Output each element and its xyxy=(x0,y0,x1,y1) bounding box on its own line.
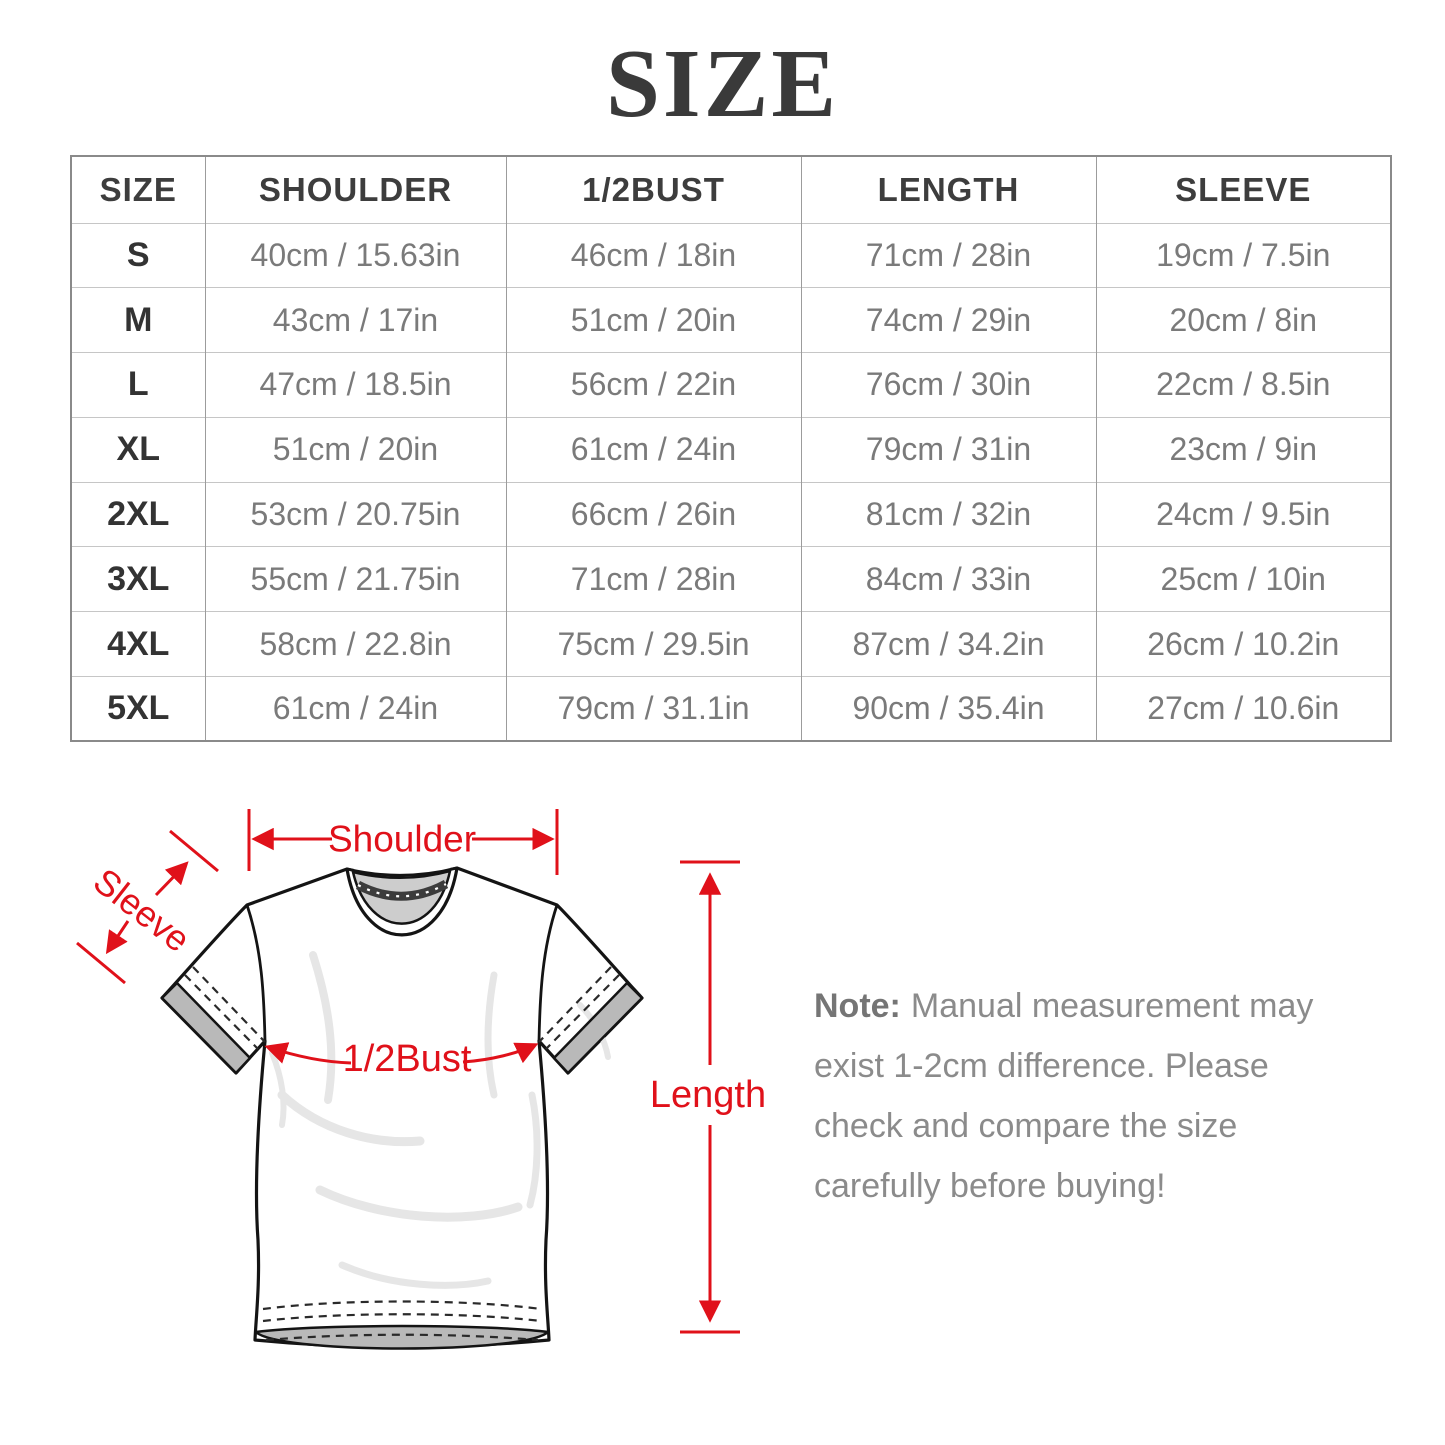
shoulder-annotation: Shoulder xyxy=(247,809,559,875)
shoulder-cell: 55cm / 21.75in xyxy=(204,546,506,612)
table-row: S 40cm / 15.63in 46cm / 18in 71cm / 28in… xyxy=(70,222,1391,288)
note-text: Manual measurement may xyxy=(910,987,1314,1025)
bust-annotation: 1/2Bust xyxy=(264,1038,539,1080)
row-size-label: 4XL xyxy=(70,611,205,677)
table-row: XL 51cm / 20in 61cm / 24in 79cm / 31in 2… xyxy=(70,416,1391,483)
hem-band xyxy=(254,1324,550,1350)
tshirt-measurement-diagram: Shoulder Sleeve 1/2Bust Length xyxy=(76,809,766,1350)
shoulder-cell: 58cm / 22.8in xyxy=(204,611,506,677)
shoulder-label: Shoulder xyxy=(328,819,476,860)
shoulder-cell: 61cm / 24in xyxy=(204,676,506,742)
table-row: 4XL 58cm / 22.8in 75cm / 29.5in 87cm / 3… xyxy=(70,611,1391,677)
bust-cell: 79cm / 31.1in xyxy=(505,676,801,742)
note-line: Note: Manual measurement may xyxy=(814,976,1324,1036)
right-armhole-seam xyxy=(537,904,559,1042)
bust-label: 1/2Bust xyxy=(343,1038,472,1080)
row-size-label: L xyxy=(70,352,205,418)
length-cell: 74cm / 29in xyxy=(800,287,1096,353)
bust-cell: 71cm / 28in xyxy=(505,546,801,612)
bust-cell: 61cm / 24in xyxy=(505,416,801,483)
length-cell: 71cm / 28in xyxy=(800,222,1096,288)
left-cuff xyxy=(160,981,252,1075)
length-cell: 76cm / 30in xyxy=(800,352,1096,418)
length-cell: 81cm / 32in xyxy=(800,481,1096,547)
header-shoulder: SHOULDER xyxy=(204,155,506,223)
right-cuff xyxy=(552,981,644,1075)
row-size-label: M xyxy=(70,287,205,353)
table-row: M 43cm / 17in 51cm / 20in 74cm / 29in 20… xyxy=(70,287,1391,353)
bust-cell: 46cm / 18in xyxy=(505,222,801,288)
row-size-label: 2XL xyxy=(70,481,205,547)
header-bust: 1/2BUST xyxy=(505,155,801,223)
sleeve-cell: 22cm / 8.5in xyxy=(1095,352,1391,418)
row-size-label: 3XL xyxy=(70,546,205,612)
sleeve-cell: 23cm / 9in xyxy=(1095,416,1391,483)
length-label: Length xyxy=(650,1074,766,1116)
note-prefix: Note: xyxy=(814,987,901,1025)
table-header-row: SIZE SHOULDER 1/2BUST LENGTH SLEEVE xyxy=(70,155,1391,223)
row-size-label: 5XL xyxy=(70,676,205,742)
sleeve-cell: 19cm / 7.5in xyxy=(1095,222,1391,288)
shoulder-cell: 53cm / 20.75in xyxy=(204,481,506,547)
table-row: 5XL 61cm / 24in 79cm / 31.1in 90cm / 35.… xyxy=(70,676,1391,742)
shoulder-cell: 40cm / 15.63in xyxy=(204,222,506,288)
left-armhole-seam xyxy=(245,904,267,1042)
shoulder-cell: 51cm / 20in xyxy=(204,416,506,483)
sleeve-label: Sleeve xyxy=(86,860,198,960)
sleeve-cell: 24cm / 9.5in xyxy=(1095,481,1391,547)
length-cell: 87cm / 34.2in xyxy=(800,611,1096,677)
length-annotation: Length xyxy=(650,860,766,1334)
table-row: 2XL 53cm / 20.75in 66cm / 26in 81cm / 32… xyxy=(70,481,1391,547)
shoulder-cell: 43cm / 17in xyxy=(204,287,506,353)
tshirt-body-outline xyxy=(160,866,644,1349)
note-line: exist 1-2cm difference. Please xyxy=(814,1047,1269,1085)
sleeve-cell: 25cm / 10in xyxy=(1095,546,1391,612)
note-line: check and compare the size xyxy=(814,1107,1238,1145)
sleeve-cell: 26cm / 10.2in xyxy=(1095,611,1391,677)
sleeve-cell: 20cm / 8in xyxy=(1095,287,1391,353)
table-row: 3XL 55cm / 21.75in 71cm / 28in 84cm / 33… xyxy=(70,546,1391,612)
row-size-label: XL xyxy=(70,416,205,483)
measurement-note: Note: Manual measurement may exist 1-2cm … xyxy=(814,976,1324,1216)
header-length: LENGTH xyxy=(800,155,1096,223)
header-size: SIZE xyxy=(70,155,205,223)
header-sleeve: SLEEVE xyxy=(1095,155,1391,223)
bust-cell: 66cm / 26in xyxy=(505,481,801,547)
sleeve-cell: 27cm / 10.6in xyxy=(1095,676,1391,742)
length-cell: 84cm / 33in xyxy=(800,546,1096,612)
bust-cell: 51cm / 20in xyxy=(505,287,801,353)
row-size-label: S xyxy=(70,222,205,288)
note-line: carefully before buying! xyxy=(814,1167,1166,1205)
page-title: SIZE xyxy=(605,30,840,137)
size-table: SIZE SHOULDER 1/2BUST LENGTH SLEEVE S 40… xyxy=(70,155,1392,743)
bust-cell: 75cm / 29.5in xyxy=(505,611,801,677)
shoulder-cell: 47cm / 18.5in xyxy=(204,352,506,418)
length-cell: 79cm / 31in xyxy=(800,416,1096,483)
table-row: L 47cm / 18.5in 56cm / 22in 76cm / 30in … xyxy=(70,352,1391,418)
length-cell: 90cm / 35.4in xyxy=(800,676,1096,742)
bust-cell: 56cm / 22in xyxy=(505,352,801,418)
